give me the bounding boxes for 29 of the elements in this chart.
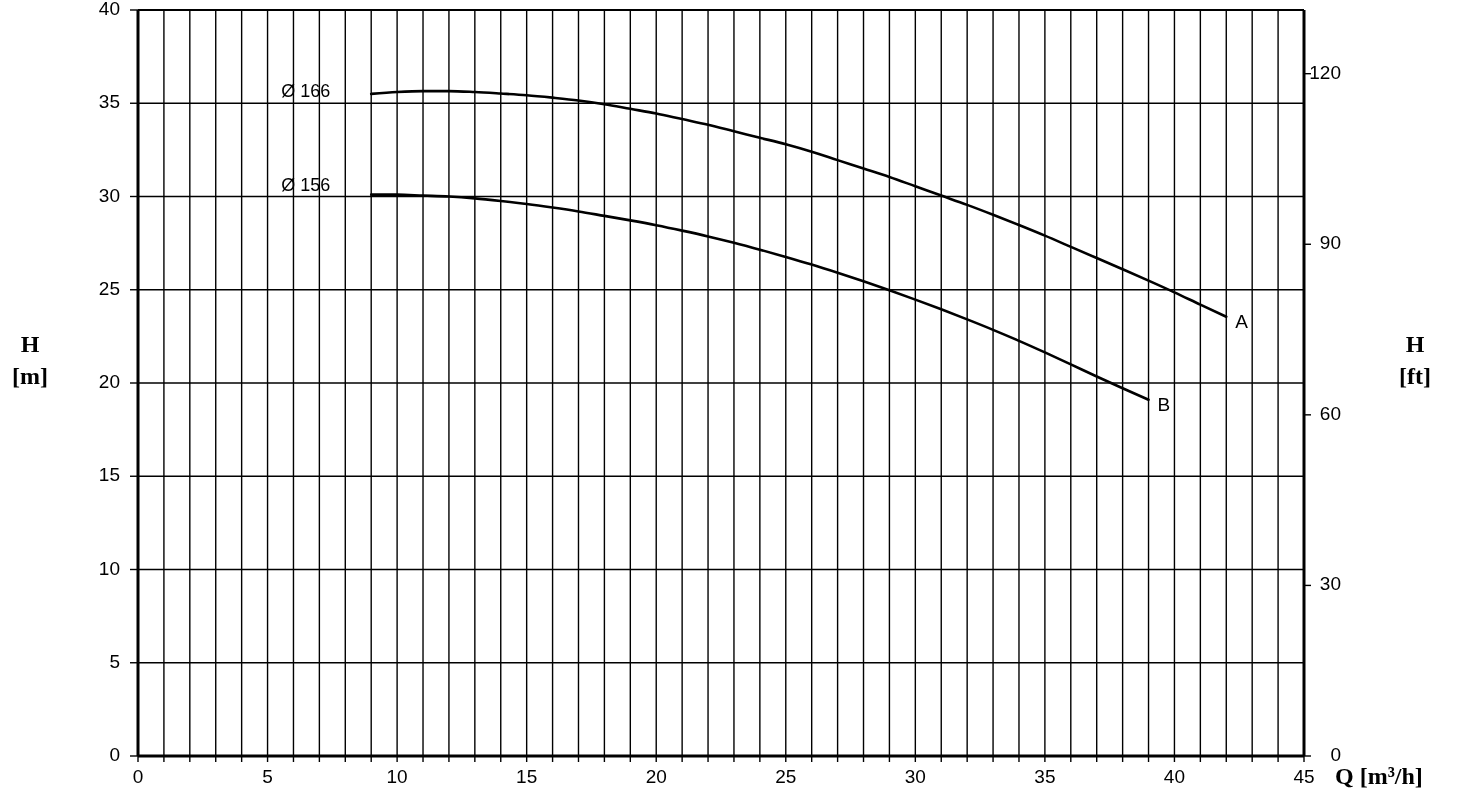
x-axis-title: Q [m³/h] (1335, 763, 1423, 789)
x-tick-label: 25 (775, 766, 797, 787)
x-tick-label: 20 (645, 766, 667, 787)
y-tick-label: 5 (109, 650, 120, 672)
x-tick-label: 45 (1293, 766, 1315, 787)
x-tick-label: 10 (386, 766, 408, 787)
x-tick-label: 0 (132, 766, 144, 787)
x-tick-label: 15 (516, 766, 538, 787)
x-tick-label: 5 (262, 766, 273, 787)
y2-tick-label: 0 (1330, 744, 1341, 766)
y2-tick-label: 90 (1319, 232, 1341, 254)
y2-tick-label: 30 (1319, 573, 1341, 595)
series-label: B (1157, 393, 1171, 415)
y-axis-title: H [m] (12, 331, 48, 389)
y-tick-label: 0 (109, 744, 120, 766)
y-tick-label: 40 (98, 0, 120, 20)
y-tick-label: 25 (98, 277, 120, 299)
y-tick-label: 30 (98, 184, 120, 206)
y-tick-label: 35 (98, 91, 120, 113)
x-tick-label: 30 (904, 766, 926, 787)
y-tick-label: 15 (98, 464, 120, 486)
y2-tick-label: 120 (1309, 61, 1341, 83)
y2-tick-label: 60 (1319, 402, 1341, 424)
x-tick-label: 35 (1034, 766, 1056, 787)
x-tick-label: 40 (1163, 766, 1186, 787)
y2-axis-title: H [ft] (1399, 331, 1431, 389)
y-tick-label: 20 (98, 371, 120, 393)
y-tick-label: 10 (98, 557, 120, 579)
series-label: A (1235, 310, 1249, 332)
